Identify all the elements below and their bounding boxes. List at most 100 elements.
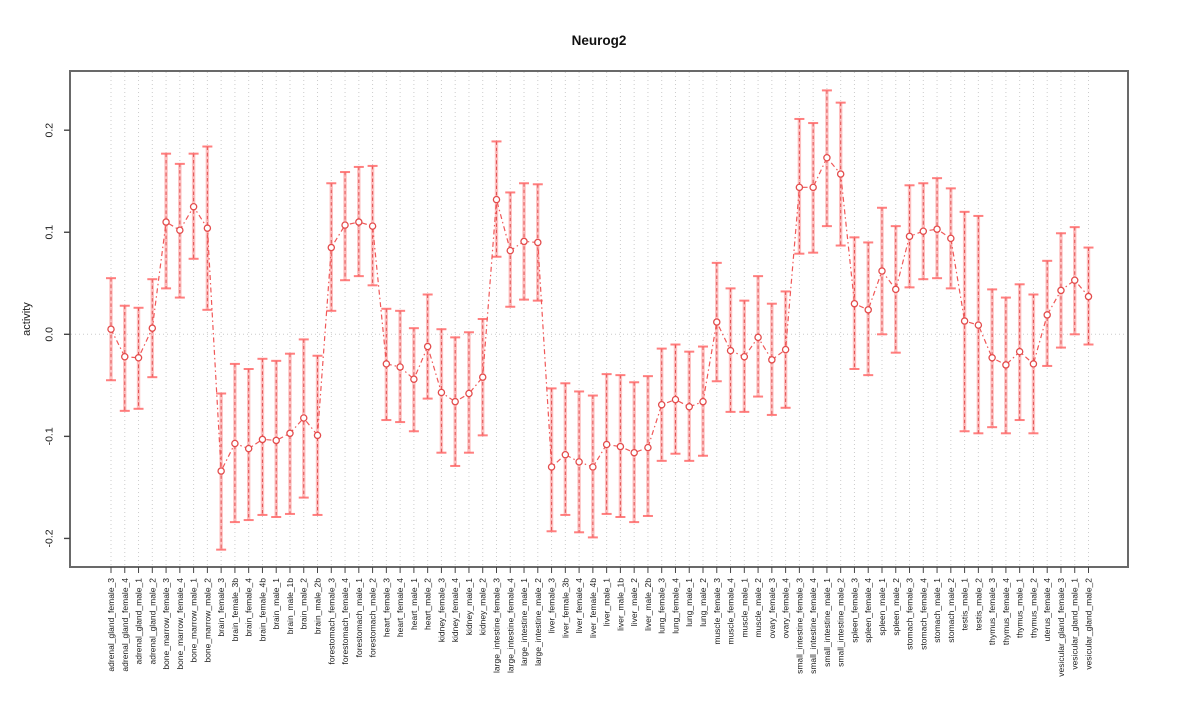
x-tick-label: spleen_female_4 [863, 578, 873, 643]
data-point [520, 237, 528, 246]
x-tick-label: ovary_female_3 [767, 578, 777, 639]
data-point [892, 285, 900, 294]
data-point [809, 183, 817, 192]
data-point [1070, 276, 1079, 284]
data-point [162, 218, 170, 226]
data-point [919, 227, 928, 235]
x-tick-label: liver_female_3 [547, 578, 557, 634]
chart-title: Neurog2 [571, 33, 627, 48]
x-tick-label: forestomach_female_3 [326, 578, 336, 665]
x-tick-label: heart_female_4 [395, 578, 405, 637]
x-tick-label: vesicular_gland_male_1 [1070, 578, 1080, 670]
x-tick-label: brain_male_2 [299, 578, 309, 630]
x-tick-label: brain_male_1b [285, 578, 295, 635]
x-tick-label: muscle_male_1 [739, 578, 749, 638]
x-tick-label: large_intestine_male_1 [519, 578, 529, 666]
x-tick-label: bone_marrow_male_2 [202, 578, 212, 663]
data-point [933, 225, 941, 233]
x-tick-label: lung_female_3 [657, 578, 667, 634]
data-point [726, 346, 735, 355]
data-point [795, 183, 804, 192]
x-tick-label: thymus_male_2 [1028, 578, 1038, 638]
x-axis: adrenal_gland_female_3 adrenal_gland_fema… [106, 567, 1094, 677]
x-tick-label: muscle_male_2 [753, 578, 763, 638]
data-point [616, 442, 625, 451]
data-point [258, 435, 267, 444]
x-tick-label: spleen_male_1 [877, 578, 887, 636]
x-tick-label: adrenal_gland_male_2 [147, 578, 157, 665]
x-tick-label: forestomach_male_1 [354, 578, 364, 658]
x-tick-label: liver_male_1 [602, 578, 612, 626]
x-tick-label: liver_female_3b [560, 578, 570, 638]
x-tick-label: stomach_male_1 [932, 578, 942, 643]
x-tick-label: lung_male_1 [684, 578, 694, 627]
x-tick-label: adrenal_gland_female_3 [106, 578, 116, 672]
data-point [423, 342, 432, 351]
data-point [327, 243, 336, 252]
data-point [754, 333, 762, 342]
x-tick-label: vesicular_gland_male_2 [1084, 578, 1094, 670]
series-line [110, 156, 1089, 474]
data-point [272, 436, 280, 445]
x-tick-label: brain_female_3 [216, 578, 226, 637]
data-point [561, 450, 570, 459]
data-point [410, 375, 418, 383]
data-point [176, 226, 184, 234]
x-tick-label: kidney_male_1 [464, 578, 474, 635]
x-tick-label: stomach_female_3 [905, 578, 915, 650]
x-tick-label: testis_male_1 [960, 578, 970, 631]
x-tick-label: muscle_female_4 [726, 578, 736, 645]
x-tick-label: spleen_female_3 [849, 578, 859, 643]
y-axis: -0.2 -0.1 0.0 0.1 0.2 [44, 123, 70, 547]
x-tick-label: forestomach_male_2 [368, 578, 378, 658]
x-tick-label: brain_female_3b [230, 578, 240, 642]
x-tick-label: bone_marrow_male_1 [189, 578, 199, 663]
x-tick-label: large_intestine_female_4 [505, 578, 515, 673]
x-tick-label: small_intestine_male_1 [822, 578, 832, 667]
data-point [231, 439, 239, 448]
data-point [836, 170, 845, 178]
x-tick-label: kidney_female_4 [450, 578, 460, 643]
x-tick-label: testis_male_2 [973, 578, 983, 631]
data-point [217, 467, 225, 475]
x-tick-label: small_intestine_female_4 [808, 578, 818, 674]
data-point [589, 463, 597, 471]
x-tick-label: spleen_male_2 [891, 578, 901, 636]
data-point [382, 360, 391, 368]
x-tick-label: thymus_male_1 [1015, 578, 1025, 638]
x-tick-label: brain_male_2b [313, 578, 323, 635]
x-tick-label: liver_female_4b [588, 578, 598, 638]
gridlines [71, 72, 1127, 566]
data-point [1002, 361, 1010, 369]
data-point [602, 440, 611, 449]
data-point [355, 218, 363, 226]
data-point [478, 373, 487, 381]
x-tick-label: brain_female_4b [257, 578, 267, 642]
data-point [671, 395, 680, 404]
data-point [368, 222, 377, 230]
x-tick-label: muscle_female_3 [712, 578, 722, 645]
y-tick-label: -0.1 [44, 427, 56, 445]
data-point [947, 234, 955, 243]
plot-box [69, 70, 1129, 568]
data-point [1029, 360, 1038, 368]
data-point [878, 267, 886, 275]
x-tick-label: liver_female_4 [574, 578, 584, 634]
data-point [203, 224, 212, 232]
data-point [905, 232, 914, 241]
x-tick-label: vesicular_gland_female_3 [1056, 578, 1066, 677]
data-point [286, 429, 294, 438]
data-point [341, 221, 349, 229]
data-point [492, 195, 501, 204]
x-tick-label: large_intestine_male_2 [533, 578, 543, 666]
data-point [134, 354, 143, 362]
data-point [547, 463, 556, 471]
x-tick-label: lung_female_4 [670, 578, 680, 634]
data-point [121, 353, 129, 361]
data-point [630, 448, 638, 457]
data-point [1015, 347, 1024, 356]
x-tick-label: heart_male_2 [423, 578, 433, 630]
data-point [313, 431, 322, 440]
data-point [644, 443, 652, 452]
